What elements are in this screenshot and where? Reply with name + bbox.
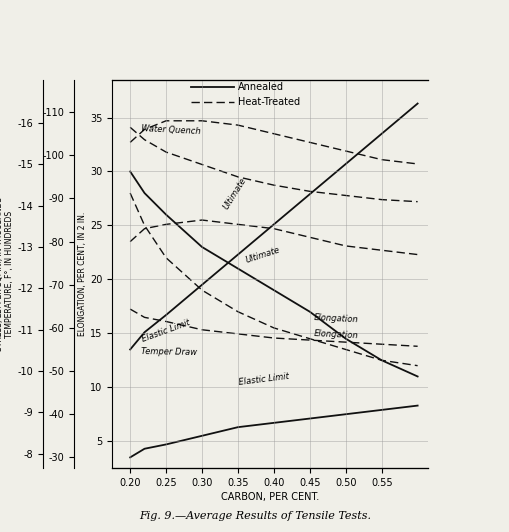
Text: Elastic Limit: Elastic Limit — [140, 318, 191, 344]
Text: Elongation: Elongation — [313, 329, 358, 340]
Text: Ultimate: Ultimate — [244, 246, 281, 265]
Text: Elongation: Elongation — [313, 313, 358, 325]
Y-axis label: TEMPERATURE, F°, IN HUNDREDS: TEMPERATURE, F°, IN HUNDREDS — [5, 211, 14, 337]
Y-axis label: STRESS, LB. PER SQ. IN., IN THOUSANDS: STRESS, LB. PER SQ. IN., IN THOUSANDS — [0, 197, 4, 351]
Text: Fig. 9.—Average Results of Tensile Tests.: Fig. 9.—Average Results of Tensile Tests… — [139, 511, 370, 521]
Text: Temper Draw: Temper Draw — [140, 347, 196, 357]
Text: Heat-Treated: Heat-Treated — [238, 97, 299, 107]
Text: Ultimate: Ultimate — [220, 176, 247, 211]
Text: Annealed: Annealed — [238, 82, 284, 93]
Text: Water Quench: Water Quench — [140, 123, 201, 136]
Y-axis label: ELONGATION, PER CENT, IN 2 IN.: ELONGATION, PER CENT, IN 2 IN. — [78, 212, 87, 336]
X-axis label: CARBON, PER CENT.: CARBON, PER CENT. — [221, 492, 319, 502]
Text: Elastic Limit: Elastic Limit — [238, 372, 289, 387]
